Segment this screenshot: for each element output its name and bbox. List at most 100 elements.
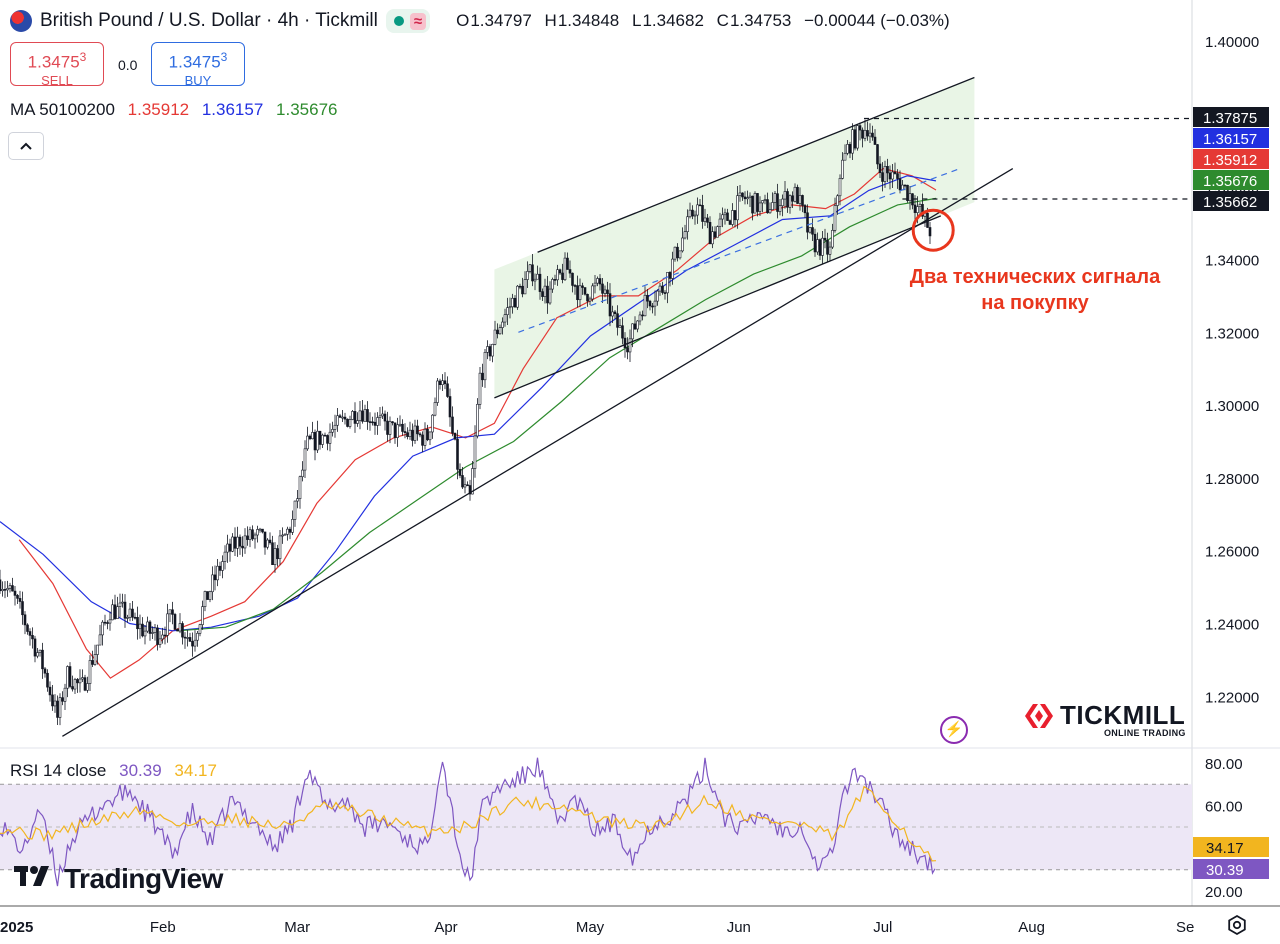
candle-body: [758, 202, 762, 212]
candle-body: [898, 178, 902, 191]
candle-body: [213, 574, 217, 581]
candle-body: [318, 430, 322, 445]
candle-body: [598, 278, 602, 285]
candle-body: [853, 129, 857, 149]
candle-body: [561, 272, 564, 280]
buy-price-sup: 3: [220, 50, 228, 64]
candle-body: [188, 637, 192, 642]
candle-body: [496, 329, 499, 335]
candle-body: [786, 191, 789, 208]
change-value: −0.00044 (−0.03%): [804, 11, 950, 30]
candle-body: [126, 617, 129, 619]
rsi-legend[interactable]: RSI 14 close 30.39 34.17: [10, 761, 225, 781]
candle-body: [151, 632, 154, 634]
candle-body: [388, 421, 392, 435]
candle-body: [76, 679, 79, 684]
candle-body: [848, 144, 852, 154]
candle-body: [741, 192, 744, 198]
trendlines[interactable]: [62, 76, 1192, 737]
candle-body: [736, 195, 739, 221]
candle-body: [341, 416, 344, 419]
candle-body: [356, 420, 359, 424]
candle-body: [148, 621, 152, 634]
candle-body: [753, 193, 757, 214]
market-status-pill[interactable]: ≈: [385, 9, 431, 33]
candle-body: [551, 279, 554, 290]
candle-body: [406, 432, 409, 437]
candle-body: [123, 601, 127, 619]
candle-body: [66, 666, 69, 689]
candle-body: [921, 204, 924, 217]
candle-body: [656, 290, 659, 302]
candle-body: [503, 314, 507, 323]
candle-body: [768, 209, 772, 214]
candle-body: [521, 285, 524, 295]
buy-price: 1.34753: [152, 47, 244, 73]
candle-body: [846, 144, 849, 154]
time-tick-label: Jul: [873, 919, 892, 936]
candle-body: [511, 297, 514, 308]
candle-body: [73, 679, 77, 690]
candle-body: [138, 623, 142, 630]
collapse-legend-button[interactable]: [8, 132, 44, 160]
candle-body: [438, 380, 442, 385]
candle-body: [231, 536, 234, 552]
candle-body: [838, 178, 842, 197]
candle-body: [226, 543, 229, 553]
candle-body: [63, 687, 67, 702]
candle-body: [331, 429, 334, 433]
candle-body: [208, 591, 212, 600]
symbol-title[interactable]: British Pound / U.S. Dollar · 4h · Tickm…: [40, 10, 378, 31]
candle-body: [36, 652, 39, 657]
candle-body: [601, 283, 604, 294]
candle-body: [386, 420, 389, 435]
candle-body: [541, 291, 544, 297]
price-axis[interactable]: 1.400001.380001.360001.340001.320001.300…: [1193, 34, 1269, 901]
time-tick-label: Jun: [727, 919, 751, 936]
candle-body: [381, 413, 384, 417]
candle-body: [683, 231, 687, 239]
rsi-tag-label: 30.39: [1206, 862, 1244, 879]
candle-body: [636, 320, 639, 330]
candle-body: [776, 193, 779, 212]
candle-body: [453, 432, 457, 440]
settings-gear-icon[interactable]: [1226, 914, 1248, 936]
candle-body: [913, 204, 917, 213]
candle-body: [888, 172, 892, 180]
candle-body: [783, 191, 787, 200]
candle-body: [68, 666, 72, 687]
low-value: 1.34682: [642, 11, 704, 30]
candle-body: [431, 414, 434, 433]
buy-button[interactable]: 1.34753 BUY: [151, 42, 245, 88]
candle-body: [51, 694, 54, 707]
candle-body: [88, 660, 92, 684]
candle-body: [573, 285, 577, 287]
candle-body: [481, 372, 484, 381]
candle-body: [133, 616, 137, 619]
time-tick-label: May: [576, 919, 605, 936]
ma-legend[interactable]: MA 50100200 1.35912 1.36157 1.35676: [10, 100, 345, 120]
lightning-icon[interactable]: ⚡: [940, 716, 968, 744]
candle-body: [243, 535, 247, 549]
candle-body: [241, 545, 244, 549]
candle-body: [178, 623, 182, 632]
candle-body: [8, 585, 12, 589]
candle-body: [23, 614, 27, 626]
candle-body: [201, 606, 204, 625]
candle-body: [326, 435, 329, 444]
candle-body: [443, 380, 447, 385]
candle-body: [143, 630, 147, 637]
candle-body: [373, 421, 377, 426]
candle-body: [538, 273, 542, 292]
time-tick-label: Apr: [434, 919, 457, 936]
time-axis[interactable]: 2025 Feb Mar Apr May Jun Jul Aug Se: [0, 919, 1194, 936]
candle-body: [358, 410, 362, 421]
candle-body: [106, 622, 109, 624]
candle-body: [571, 272, 574, 286]
candle-body: [486, 346, 489, 353]
candle-body: [403, 431, 407, 433]
sell-button[interactable]: 1.34753 SELL: [10, 42, 104, 88]
candle-body: [266, 539, 269, 548]
candle-body: [361, 410, 364, 422]
